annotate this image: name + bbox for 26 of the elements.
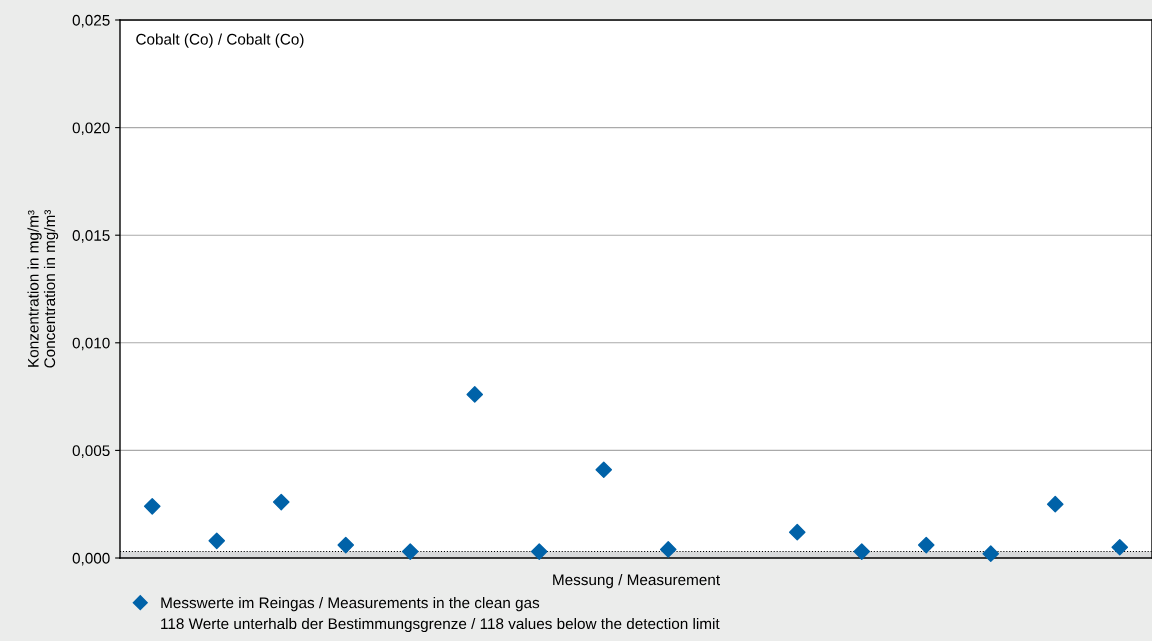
y-tick-label: 0,010 (72, 337, 110, 351)
point (595, 461, 613, 479)
point (208, 532, 226, 550)
point (401, 543, 419, 560)
point (788, 523, 806, 541)
point (853, 543, 871, 560)
x-axis-title: Messung / Measurement (553, 573, 720, 589)
text: Cobalt (Co) / Cobalt (Co) (136, 33, 304, 48)
legend-label: Messwerte im Reingas / Measurements in the clean gas (161, 597, 540, 612)
point (982, 545, 1000, 562)
y-tick-label: 0,020 (72, 122, 110, 136)
y-axis-title: Konzentration in mg/m³ Concentration in mg/m³ (27, 209, 59, 368)
point (1046, 495, 1064, 513)
y-tick-label: 0,025 (72, 14, 110, 28)
point (1111, 538, 1129, 556)
y-tick-label: 0,000 (72, 552, 110, 566)
y-tick-label: 0,005 (72, 445, 110, 458)
point (272, 493, 290, 511)
point (659, 541, 677, 558)
point (143, 498, 161, 515)
y-tick-label: 0,015 (72, 230, 110, 243)
point (466, 386, 484, 403)
text: 118 Werte unterhalb der Bestimmungsgrenze / 118 values below the detection limit (161, 617, 720, 633)
point (337, 536, 355, 554)
point (917, 536, 935, 554)
point (530, 543, 548, 560)
